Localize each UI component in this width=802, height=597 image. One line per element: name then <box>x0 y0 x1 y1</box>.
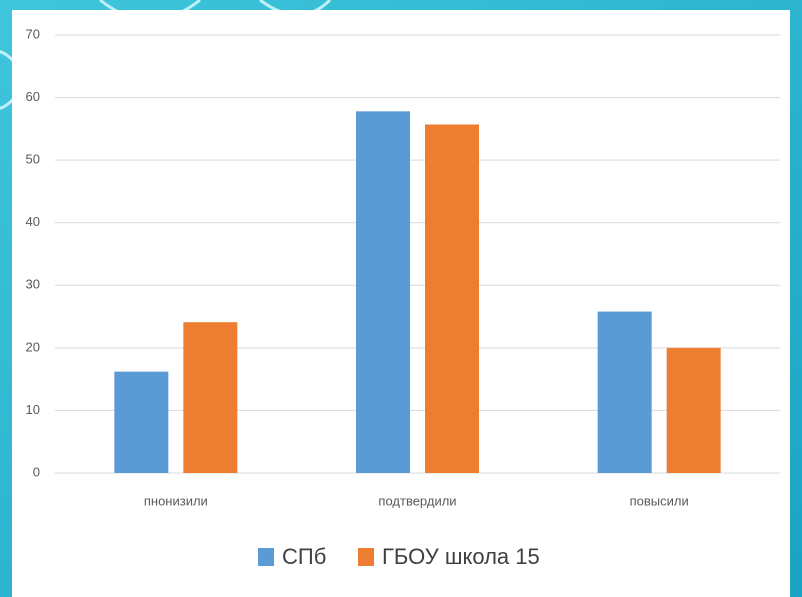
x-tick-label: повысили <box>630 493 689 508</box>
bar <box>356 111 410 473</box>
bar <box>114 371 169 473</box>
x-tick-label: подтвердили <box>378 493 456 508</box>
x-tick-label: пнонизили <box>144 493 208 508</box>
y-tick-label: 60 <box>26 89 40 104</box>
bar <box>597 311 652 473</box>
y-tick-label: 70 <box>26 26 40 41</box>
bar <box>425 124 479 473</box>
y-tick-label: 50 <box>26 152 40 167</box>
bar <box>183 322 238 473</box>
legend-swatch <box>258 548 274 566</box>
y-tick-label: 40 <box>26 214 40 229</box>
legend-label: СПб <box>282 544 326 569</box>
y-tick-label: 20 <box>26 339 40 354</box>
y-tick-label: 0 <box>33 464 40 479</box>
legend-label: ГБОУ школа 15 <box>382 544 540 569</box>
legend-swatch <box>358 548 374 566</box>
y-tick-label: 30 <box>26 277 40 292</box>
bar <box>666 347 721 473</box>
y-tick-label: 10 <box>26 402 40 417</box>
